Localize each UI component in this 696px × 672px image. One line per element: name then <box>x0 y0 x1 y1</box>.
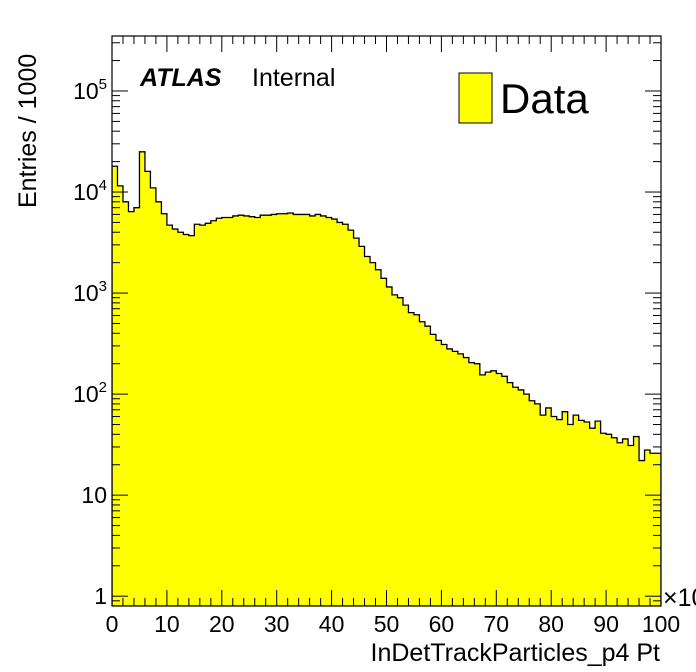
y-tick-label: 1 <box>94 583 107 609</box>
y-axis-title: Entries / 1000 <box>14 54 42 208</box>
y-tick-labels: 1 10 102 103 104 105 <box>73 76 107 609</box>
y-tick-label: 104 <box>73 177 107 205</box>
x-axis-title: InDetTrackParticles_p4 Pt <box>371 639 661 667</box>
x-tick-labels: 0 10 20 30 40 50 60 70 80 90 100 <box>106 611 681 637</box>
legend-swatch-data <box>458 72 493 124</box>
x-tick-label: 80 <box>538 611 564 637</box>
atlas-label: ATLAS <box>139 64 222 92</box>
x-tick-label: 30 <box>264 611 290 637</box>
x-tick-label: 100 <box>642 611 680 637</box>
x-tick-label: 40 <box>319 611 345 637</box>
x-axis-multiplier: ×10 <box>663 584 696 612</box>
x-tick-label: 20 <box>209 611 235 637</box>
y-tick-label: 103 <box>73 278 107 306</box>
x-tick-label: 0 <box>106 611 119 637</box>
x-tick-label: 60 <box>429 611 455 637</box>
histogram-fill <box>112 151 661 606</box>
x-tick-label: 90 <box>593 611 619 637</box>
y-tick-label: 102 <box>73 379 107 407</box>
legend-label-data: Data <box>500 75 589 122</box>
legend: Data <box>458 72 589 124</box>
y-tick-label: 10 <box>81 482 107 508</box>
x-tick-label: 10 <box>154 611 180 637</box>
x-tick-label: 70 <box>484 611 510 637</box>
y-tick-label: 105 <box>73 76 107 104</box>
internal-label: Internal <box>252 64 335 92</box>
histogram-outline <box>112 151 661 606</box>
x-tick-label: 50 <box>374 611 400 637</box>
axis-ticks <box>111 36 662 607</box>
